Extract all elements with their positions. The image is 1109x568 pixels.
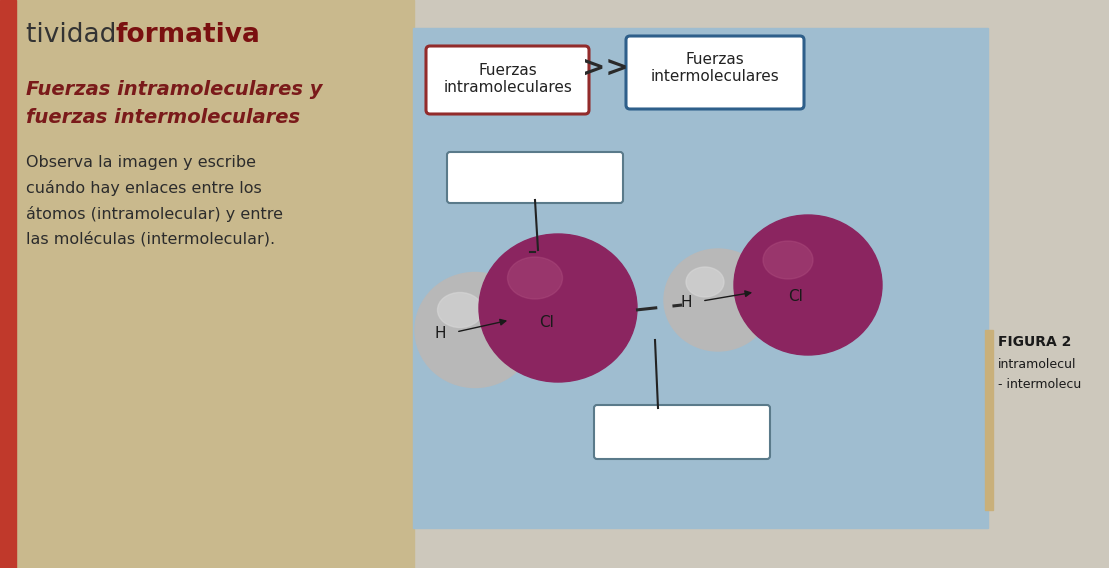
Text: Cl: Cl [788, 289, 803, 303]
Text: Cl: Cl [540, 315, 554, 329]
Text: fuerzas intermoleculares: fuerzas intermoleculares [26, 108, 301, 127]
Text: >>: >> [581, 54, 629, 82]
Text: H: H [435, 325, 446, 340]
Text: intramolecul: intramolecul [998, 358, 1077, 371]
Ellipse shape [734, 215, 882, 355]
Text: - intermolecu: - intermolecu [998, 378, 1081, 391]
Text: Fuerzas intramoleculares y: Fuerzas intramoleculares y [26, 80, 323, 99]
Text: Fuerzas
intermoleculares: Fuerzas intermoleculares [651, 52, 780, 85]
Ellipse shape [479, 234, 637, 382]
Text: formativa: formativa [115, 22, 260, 48]
FancyBboxPatch shape [426, 46, 589, 114]
FancyBboxPatch shape [625, 36, 804, 109]
Bar [16, 0, 414, 568]
Ellipse shape [763, 241, 813, 279]
Ellipse shape [686, 267, 724, 297]
Text: H: H [681, 294, 692, 310]
FancyBboxPatch shape [447, 152, 623, 203]
Bar [413, 28, 988, 528]
Bar [0, 0, 16, 568]
Bar [985, 330, 993, 510]
Ellipse shape [415, 273, 535, 387]
Text: FIGURA 2: FIGURA 2 [998, 335, 1071, 349]
Text: Observa la imagen y escribe
cuándo hay enlaces entre los
átomos (intramolecular): Observa la imagen y escribe cuándo hay e… [26, 155, 283, 247]
FancyBboxPatch shape [594, 405, 770, 459]
Ellipse shape [508, 257, 562, 299]
Ellipse shape [437, 293, 482, 328]
Text: tividad: tividad [26, 22, 124, 48]
Text: Fuerzas
intramoleculares: Fuerzas intramoleculares [444, 63, 572, 95]
Ellipse shape [664, 249, 772, 351]
